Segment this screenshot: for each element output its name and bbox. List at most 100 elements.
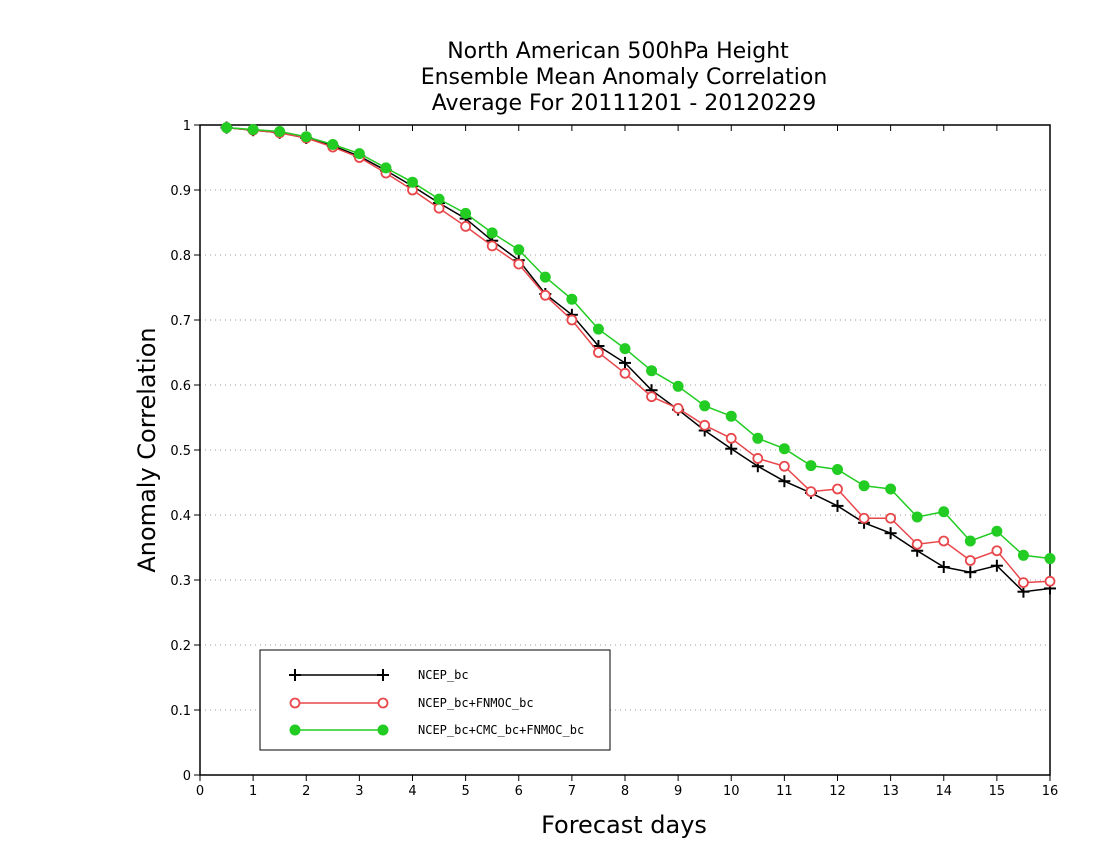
data-point — [353, 148, 365, 160]
x-tick-label: 8 — [621, 784, 629, 799]
data-point — [858, 480, 870, 492]
y-tick-label: 0.3 — [170, 574, 191, 589]
data-point — [964, 535, 976, 547]
data-point — [832, 464, 843, 475]
data-point — [1044, 575, 1056, 587]
data-point — [433, 202, 445, 214]
data-point — [619, 367, 631, 379]
legend-box — [259, 649, 611, 751]
y-tick-label: 0.9 — [170, 184, 191, 199]
data-point — [593, 347, 604, 358]
data-point — [300, 131, 312, 143]
data-point — [592, 323, 604, 335]
data-point — [805, 460, 817, 472]
data-point — [672, 380, 684, 392]
x-tick-label: 13 — [882, 784, 899, 799]
x-tick-label: 14 — [935, 784, 952, 799]
plot-frame — [199, 124, 1051, 776]
y-tick-label: 0.1 — [170, 704, 191, 719]
data-point — [1017, 549, 1029, 561]
legend-marker — [377, 697, 389, 709]
data-point — [778, 475, 791, 488]
legend-label: NCEP_bc+CMC_bc+FNMOC_bc — [418, 723, 584, 737]
series-line — [226, 126, 1051, 584]
grid-lines — [200, 189, 1050, 711]
series-2 — [221, 122, 1056, 565]
data-point — [539, 271, 551, 283]
x-tick-label: 2 — [302, 784, 310, 799]
y-tick-label: 0.6 — [170, 379, 191, 394]
data-point — [725, 442, 738, 455]
data-point — [778, 443, 790, 455]
data-point — [752, 432, 764, 444]
data-point — [964, 555, 976, 566]
axes: 00.10.20.30.40.50.60.70.80.910 1 2 3 4 5 6 7 8 9 1… — [170, 119, 1058, 799]
data-point — [460, 207, 472, 219]
data-point — [539, 289, 551, 301]
x-tick-label: 9 — [674, 784, 682, 799]
x-tick-label: 5 — [461, 784, 469, 799]
data-point — [1018, 577, 1029, 588]
data-point — [699, 400, 711, 412]
data-point — [619, 356, 631, 369]
data-point — [725, 432, 737, 444]
data-point — [778, 460, 790, 472]
data-point — [752, 453, 764, 464]
x-tick-label: 15 — [989, 784, 1006, 799]
data-point — [566, 314, 578, 326]
data-point — [513, 244, 525, 256]
x-tick-label: 10 — [723, 784, 740, 799]
y-tick-label: 0.8 — [170, 249, 191, 264]
data-point — [646, 365, 658, 377]
data-point — [964, 566, 977, 579]
legend: NCEP_bc NCEP_bc+FNMOC_bc NCEP_bc+CMC_bc+FN… — [259, 649, 611, 751]
y-tick-label: 0.2 — [170, 639, 191, 654]
data-point — [486, 240, 498, 252]
chart-title-line-3: Average For 20111201 - 20120229 — [432, 91, 817, 116]
series-line — [226, 126, 1051, 560]
data-point — [646, 391, 657, 403]
x-tick-label: 6 — [515, 784, 523, 799]
legend-marker — [377, 724, 389, 736]
chart-title-line-1: North American 500hPa Height — [447, 39, 789, 64]
data-point — [486, 227, 498, 239]
series-1 — [221, 122, 1056, 588]
y-tick-label: 0 — [183, 769, 191, 784]
data-point — [699, 419, 711, 431]
data-point — [884, 527, 897, 540]
x-tick-label: 0 — [196, 784, 204, 799]
data-point — [221, 122, 233, 134]
x-tick-label: 4 — [408, 784, 416, 799]
data-point — [937, 561, 950, 573]
y-tick-label: 0.5 — [170, 444, 191, 459]
x-axis-title: Forecast days — [541, 811, 707, 839]
x-tick-label: 16 — [1042, 784, 1059, 799]
data-point — [327, 139, 339, 150]
x-tick-label: 1 — [249, 784, 257, 799]
series-0 — [220, 121, 1056, 598]
y-tick-label: 0.7 — [170, 314, 191, 329]
data-point — [911, 538, 923, 550]
data-point — [805, 486, 817, 498]
legend-label: NCEP_bc+FNMOC_bc — [418, 696, 534, 710]
data-point — [380, 162, 392, 174]
x-tick-label: 3 — [355, 784, 363, 799]
y-axis-title: Anomaly Correlation — [133, 327, 161, 572]
data-point — [831, 499, 844, 512]
data-point — [672, 402, 684, 414]
data-point — [1044, 553, 1056, 565]
data-point — [938, 506, 950, 518]
data-point — [274, 126, 286, 137]
data-series — [220, 121, 1056, 598]
y-tick-label: 0.4 — [170, 509, 191, 524]
data-point — [885, 483, 897, 495]
chart-title-line-2: Ensemble Mean Anomaly Correlation — [421, 65, 828, 90]
legend-marker — [289, 697, 301, 709]
x-tick-label: 7 — [568, 784, 576, 799]
data-point — [991, 525, 1003, 537]
x-tick-label: 11 — [776, 784, 793, 799]
y-tick-label: 1 — [183, 119, 191, 134]
data-point — [832, 483, 843, 495]
data-point — [460, 220, 472, 232]
